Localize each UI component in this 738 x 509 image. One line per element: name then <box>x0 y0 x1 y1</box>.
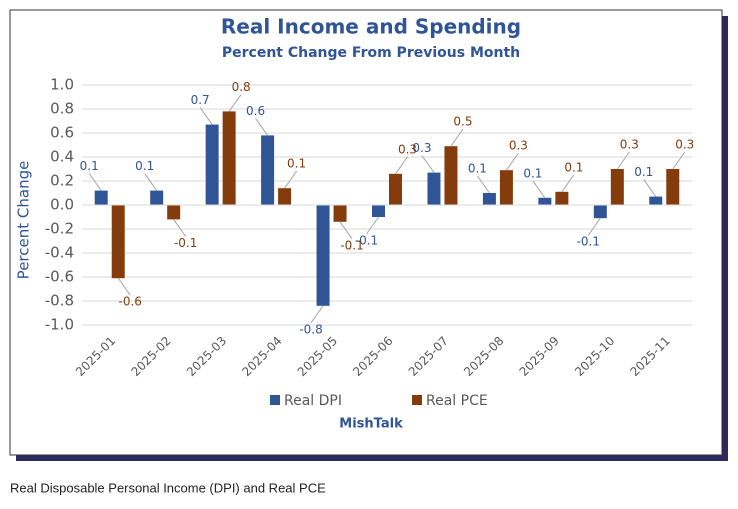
bar <box>499 170 513 205</box>
legend-label: Real PCE <box>426 393 488 409</box>
y-tick-label: 0.6 <box>50 124 74 142</box>
data-label: 0.5 <box>453 115 472 129</box>
data-label: 0.1 <box>80 159 99 173</box>
source: MishTalk <box>339 417 403 432</box>
bar <box>482 193 496 205</box>
leader-line <box>88 173 102 191</box>
bar <box>261 135 275 205</box>
bar <box>389 173 402 205</box>
data-label: 0.8 <box>232 80 251 94</box>
bar <box>316 205 330 306</box>
leader-line <box>421 155 435 173</box>
bar <box>610 169 624 205</box>
legend-swatch <box>270 395 280 405</box>
data-label: -0.8 <box>299 322 322 336</box>
y-tick-label: 0.2 <box>50 172 74 190</box>
bar <box>222 111 236 205</box>
data-label: 0.3 <box>675 138 694 152</box>
data-label: -0.1 <box>577 235 600 249</box>
bar <box>444 146 458 205</box>
data-label: -0.1 <box>174 236 197 250</box>
data-label: 0.1 <box>564 160 583 174</box>
leader-line <box>310 305 324 324</box>
bar <box>538 197 552 205</box>
leader-line <box>643 179 657 197</box>
bar <box>427 172 441 205</box>
leader-line <box>395 156 408 175</box>
bar <box>555 191 569 205</box>
y-tick-label: -0.8 <box>45 292 74 310</box>
caption: Real Disposable Personal Income (DPI) an… <box>10 480 326 495</box>
data-label: -0.1 <box>340 238 363 252</box>
leader-line <box>339 221 353 240</box>
y-tick-label: -1.0 <box>45 316 74 334</box>
leader-line <box>144 173 158 191</box>
leader-line <box>506 152 519 171</box>
y-tick-label: -0.4 <box>45 244 74 262</box>
y-tick-label: -0.2 <box>45 220 74 238</box>
leader-line <box>672 151 686 170</box>
leader-line <box>477 175 490 194</box>
data-label: -0.1 <box>355 234 378 248</box>
y-tick-label: -0.6 <box>45 268 74 286</box>
leader-line <box>616 151 630 170</box>
bar <box>278 188 292 205</box>
bar <box>94 190 108 205</box>
data-label: 0.7 <box>191 93 210 107</box>
data-label: 0.1 <box>287 157 306 171</box>
data-label: 0.6 <box>246 104 265 118</box>
data-label: 0.3 <box>412 141 431 155</box>
y-tick-label: 1.0 <box>50 76 74 94</box>
data-label: 0.1 <box>523 166 542 180</box>
data-label: 0.3 <box>398 142 417 156</box>
y-tick-label: 0.8 <box>50 100 74 118</box>
bar <box>372 205 385 217</box>
data-label: 0.3 <box>620 138 639 152</box>
leader-line <box>284 170 297 189</box>
bar <box>205 124 219 205</box>
leader-line <box>199 107 213 125</box>
leader-line <box>255 118 268 136</box>
leader-line <box>561 174 575 193</box>
chart-subtitle: Percent Change From Previous Month <box>222 45 520 61</box>
data-label: -0.6 <box>119 295 142 309</box>
leader-line <box>587 217 601 236</box>
bar <box>150 190 164 205</box>
leader-line <box>532 180 546 199</box>
data-label: 0.3 <box>509 139 528 153</box>
y-tick-label: 0.0 <box>50 196 74 214</box>
data-label: 0.1 <box>468 162 487 176</box>
data-label: 0.1 <box>135 159 154 173</box>
bar <box>593 205 607 219</box>
y-tick-label: 0.4 <box>50 148 74 166</box>
bar <box>649 196 663 205</box>
y-axis-label: Percent Change <box>15 161 33 280</box>
legend-label: Real DPI <box>284 393 342 409</box>
leader-line <box>173 219 187 237</box>
bar <box>333 205 347 222</box>
chart-title: Real Income and Spending <box>221 15 521 39</box>
leader-line <box>366 216 379 235</box>
leader-line <box>228 94 242 112</box>
data-label: 0.1 <box>634 165 653 179</box>
frame <box>9 9 723 456</box>
bar <box>666 169 680 205</box>
bar <box>167 205 181 220</box>
bar <box>111 205 125 279</box>
legend-swatch <box>412 395 422 405</box>
leader-line <box>117 277 131 296</box>
leader-line <box>450 128 464 147</box>
